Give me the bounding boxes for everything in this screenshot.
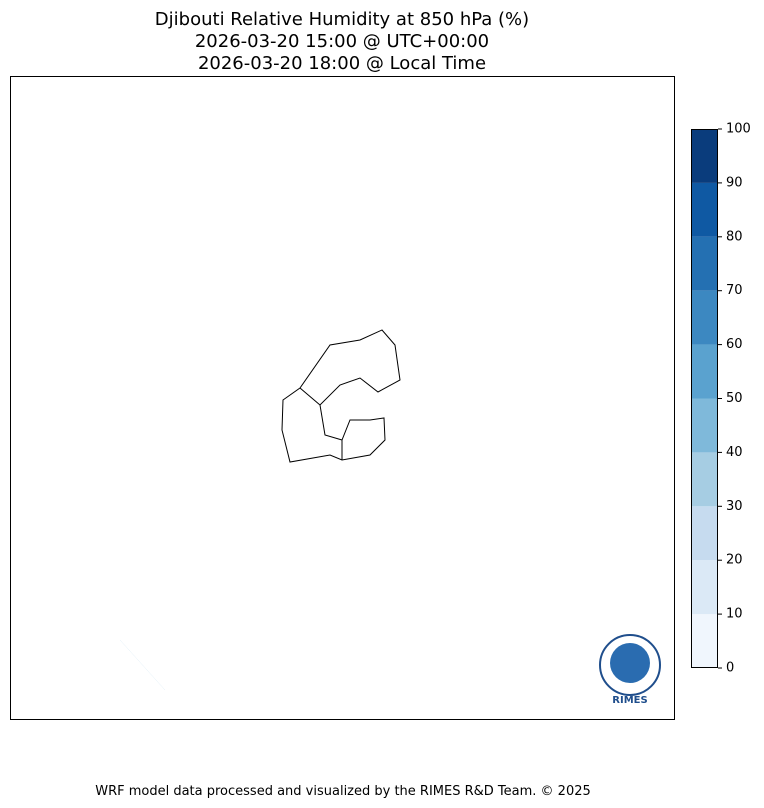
missing-data xyxy=(11,77,674,719)
colorbar-segment xyxy=(691,398,718,453)
logo-text: RIMES xyxy=(612,695,647,706)
colorbar-segment xyxy=(691,236,718,291)
colorbar-tick-label: 100 xyxy=(726,122,751,137)
colorbar-tick-label: 60 xyxy=(726,337,743,352)
colorbar-tick-label: 10 xyxy=(726,607,743,622)
colorbar-tick-label: 70 xyxy=(726,283,743,298)
colorbar-segment xyxy=(691,290,718,345)
colorbar: 0 10 20 30 40 50 60 70 80 90 100 xyxy=(691,122,751,676)
colorbar-tick-label: 80 xyxy=(726,229,743,244)
colorbar-segment xyxy=(691,182,718,237)
title-line: 2026-03-20 15:00 @ UTC+00:00 xyxy=(195,31,489,52)
colorbar-segment xyxy=(691,344,718,399)
logo-globe xyxy=(610,643,650,683)
colorbar-tick-label: 90 xyxy=(726,175,743,190)
title-line: 2026-03-20 18:00 @ Local Time xyxy=(198,53,486,74)
title-line: Djibouti Relative Humidity at 850 hPa (%… xyxy=(155,9,529,30)
map: RIMES xyxy=(10,76,675,720)
map-frame xyxy=(10,76,675,720)
colorbar-tick-label: 20 xyxy=(726,553,743,568)
colorbar-segment xyxy=(691,560,718,615)
colorbar-tick-label: 30 xyxy=(726,499,743,514)
colorbar-tick-label: 0 xyxy=(726,661,734,676)
colorbar-segment xyxy=(691,129,718,183)
colorbar-segment xyxy=(691,614,718,668)
logo: RIMES xyxy=(599,634,661,706)
colorbar-tick-label: 40 xyxy=(726,445,743,460)
colorbar-frame xyxy=(691,129,718,668)
country-border xyxy=(281,329,401,463)
colorbar-tick-label: 50 xyxy=(726,391,743,406)
footer: WRF model data processed and visualized … xyxy=(95,784,591,799)
colorbar-segment xyxy=(691,452,718,507)
colorbar-segment xyxy=(691,506,718,561)
